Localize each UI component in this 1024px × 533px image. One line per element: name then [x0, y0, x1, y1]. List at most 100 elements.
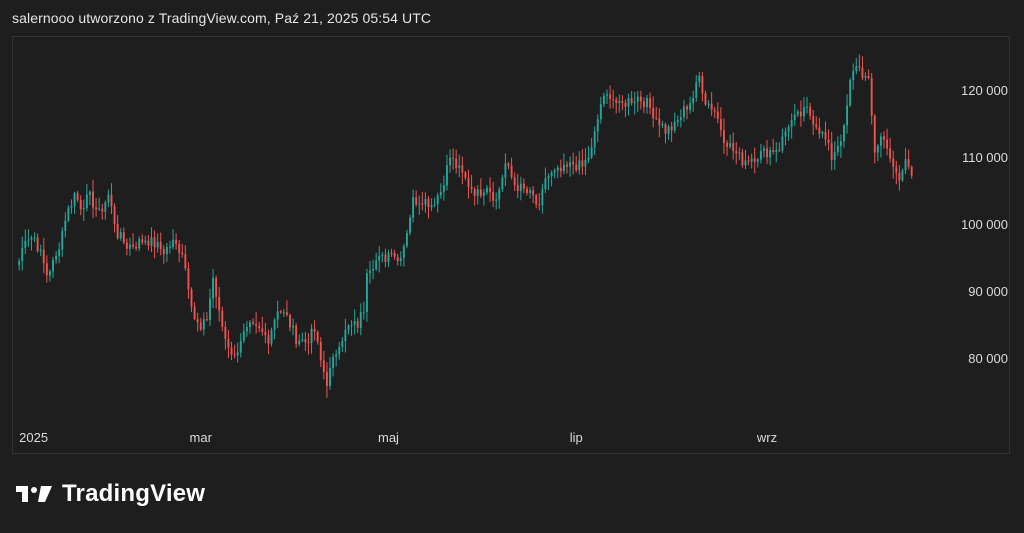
candle-body: [489, 187, 491, 192]
candle-body: [141, 239, 144, 243]
candle-body: [390, 252, 393, 254]
candle-body: [381, 254, 384, 256]
candle-body: [122, 232, 125, 243]
candle-body: [209, 298, 211, 321]
candle-body: [636, 96, 639, 102]
candle-body: [64, 220, 67, 231]
brand-name: TradingView: [62, 480, 206, 507]
candle-body: [384, 254, 387, 262]
candle-body: [633, 101, 636, 104]
candle-body: [732, 143, 735, 152]
candle-body: [550, 172, 553, 177]
candle-body: [867, 75, 870, 78]
candle-body: [159, 241, 162, 250]
candle-body: [824, 132, 827, 140]
candle-body: [833, 152, 836, 160]
candle-body: [313, 328, 316, 332]
candle-body: [316, 331, 319, 342]
candle-body: [412, 197, 415, 218]
candle-body: [27, 239, 30, 241]
candle-body: [864, 75, 867, 78]
candle-body: [107, 194, 110, 203]
candle-body: [858, 66, 861, 68]
candle-body: [602, 95, 605, 105]
brand-footer[interactable]: TradingView: [14, 480, 205, 508]
candle-body: [245, 326, 248, 332]
candle-body: [132, 244, 134, 247]
candle-body: [356, 321, 359, 328]
candle-body: [230, 347, 233, 355]
candle-body: [615, 99, 618, 103]
candle-body: [630, 98, 633, 104]
candle-body: [655, 118, 658, 120]
x-tick-label: 2025: [19, 430, 48, 445]
candle-body: [839, 141, 842, 146]
candle-body: [747, 160, 750, 162]
candle-body: [907, 159, 910, 167]
candle-body: [852, 70, 855, 81]
candle-body: [138, 239, 141, 249]
candle-body: [301, 339, 304, 341]
candle-body: [427, 198, 430, 208]
candle-body: [686, 106, 688, 110]
candle-body: [322, 360, 325, 372]
candle-body: [766, 148, 768, 158]
candle-body: [778, 150, 781, 152]
candle-body: [402, 245, 405, 258]
candle-body: [196, 318, 199, 323]
candle-body: [529, 190, 532, 193]
candle-body: [144, 240, 147, 243]
candle-body: [821, 132, 824, 134]
candle-body: [898, 172, 901, 181]
price-axis: 80 000 90 000 100 000 110 000 120 000: [961, 83, 1008, 366]
candle-body: [618, 101, 621, 103]
candle-body: [716, 111, 719, 120]
candle-body: [372, 268, 375, 271]
candle-body: [88, 191, 91, 195]
tradingview-logo-icon: [16, 486, 52, 502]
candle-body: [519, 183, 522, 191]
candle-body: [135, 246, 138, 249]
candle-body: [775, 150, 778, 153]
candle-body: [255, 323, 258, 326]
candle-body: [73, 193, 76, 206]
y-tick-label: 110 000: [962, 150, 1008, 165]
candle-body: [98, 208, 101, 210]
candle-body: [319, 341, 322, 361]
candle-body: [421, 203, 424, 205]
candle-body: [855, 66, 858, 71]
candle-body: [575, 164, 578, 171]
candle-body: [101, 208, 104, 212]
candle-body: [233, 354, 236, 356]
candles-layer: [18, 54, 913, 398]
candle-body: [264, 331, 267, 336]
candle-body: [667, 126, 670, 134]
candle-body: [82, 208, 85, 210]
candle-body: [599, 104, 602, 120]
candle-body: [45, 263, 48, 276]
candle-body: [753, 158, 756, 162]
candle-body: [886, 139, 889, 149]
candle-body: [818, 127, 821, 134]
candle-body: [793, 114, 796, 120]
x-tick-label: lip: [570, 430, 583, 445]
candle-body: [181, 252, 184, 255]
candle-body: [849, 80, 852, 106]
candle-body: [812, 115, 815, 125]
candle-body: [596, 119, 599, 132]
candle-body: [763, 148, 765, 152]
candle-body: [624, 102, 627, 107]
candle-body: [202, 319, 205, 330]
candle-body: [535, 195, 538, 205]
candle-body: [479, 189, 482, 196]
candle-body: [692, 97, 695, 104]
candle-body: [147, 240, 150, 246]
candle-body: [744, 160, 747, 166]
candle-body: [169, 246, 171, 248]
candle-body: [218, 296, 221, 311]
candle-body: [221, 310, 224, 327]
candle-body: [809, 106, 812, 116]
candle-body: [156, 241, 159, 248]
candle-body: [750, 158, 753, 162]
